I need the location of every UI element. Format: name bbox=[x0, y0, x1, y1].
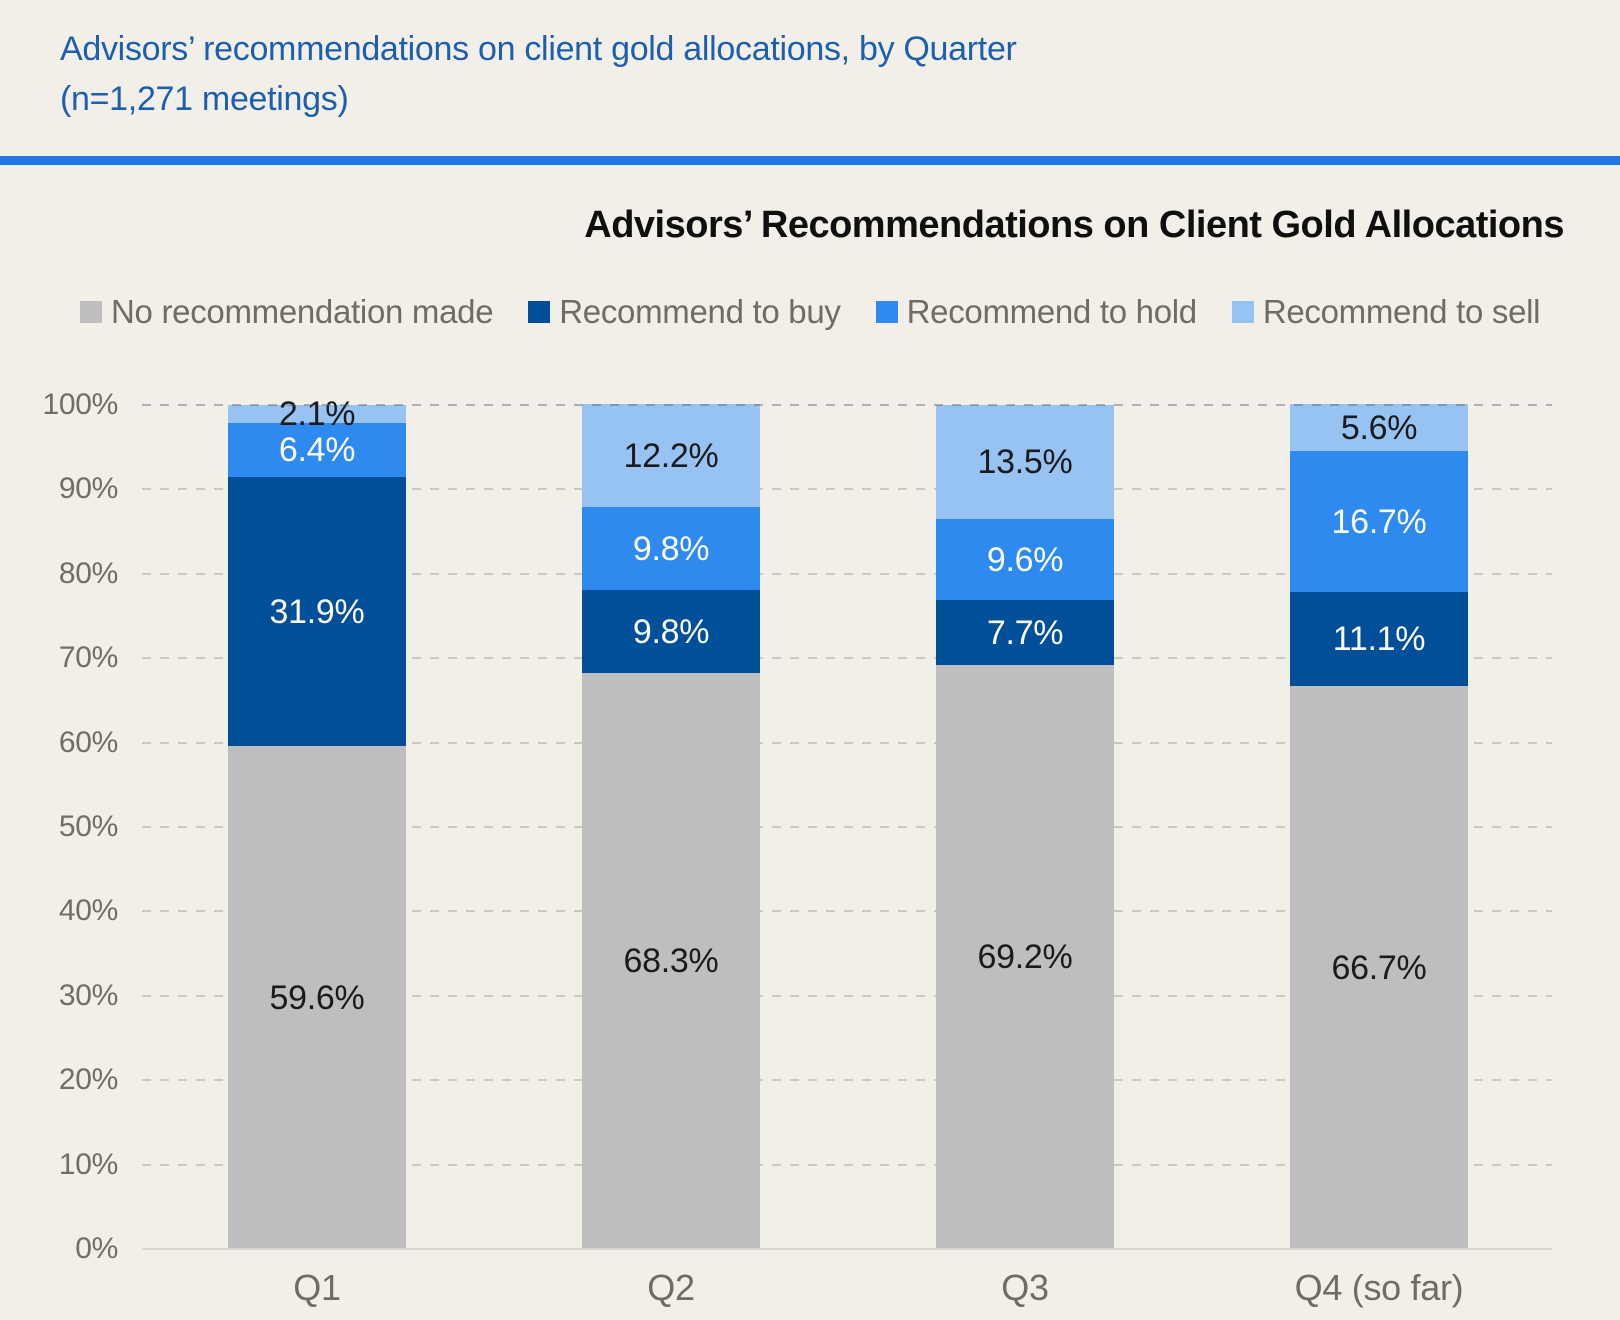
y-axis-tick-label: 10% bbox=[58, 1148, 118, 1181]
bar-segment: 7.7% bbox=[936, 600, 1114, 665]
bar-segment: 69.2% bbox=[936, 665, 1114, 1249]
legend-item: Recommend to sell bbox=[1231, 293, 1541, 331]
y-axis-tick-label: 40% bbox=[58, 894, 118, 927]
grid-line bbox=[142, 910, 1552, 912]
x-axis-tick-label: Q2 bbox=[647, 1267, 695, 1308]
bar-segment-value-label: 9.6% bbox=[986, 540, 1064, 579]
bar-segment-value-label: 59.6% bbox=[269, 978, 365, 1017]
bar-segment-value-label: 69.2% bbox=[977, 938, 1073, 976]
chart-title: Advisors’ Recommendations on Client Gold… bbox=[584, 204, 1564, 246]
bar-segment: 9.8% bbox=[582, 507, 760, 590]
x-axis-baseline bbox=[142, 1248, 1552, 1250]
bar-segment: 68.3% bbox=[582, 673, 760, 1249]
bar-segment-value-label: 11.1% bbox=[1332, 620, 1426, 658]
bar-segment-value-label: 5.6% bbox=[1340, 408, 1418, 447]
bar-q4-so-far: 66.7% 11.1% 16.7% 5.6% bbox=[1290, 404, 1468, 1249]
bar-segment: 9.8% bbox=[582, 590, 760, 673]
bar-segment-value-label: 66.7% bbox=[1331, 948, 1427, 987]
report-header-line2: (n=1,271 meetings) bbox=[60, 80, 349, 118]
x-axis-tick-label: Q1 bbox=[293, 1267, 341, 1308]
chart-legend: No recommendation made Recommend to buy Re… bbox=[80, 293, 1541, 331]
grid-line bbox=[142, 488, 1552, 490]
bar-segment-value-label: 68.3% bbox=[623, 942, 719, 980]
legend-label: No recommendation made bbox=[111, 293, 494, 330]
grid-line bbox=[142, 995, 1552, 997]
legend-swatch-icon bbox=[1231, 301, 1254, 323]
grid-line bbox=[142, 826, 1552, 828]
grid-line bbox=[142, 573, 1552, 575]
bar-segment: 66.7% bbox=[1290, 686, 1468, 1249]
y-axis-tick-label: 100% bbox=[42, 388, 118, 421]
bar-segment-value-label: 7.7% bbox=[986, 613, 1064, 652]
legend-label: Recommend to hold bbox=[906, 293, 1198, 330]
y-axis-tick-label: 50% bbox=[58, 810, 118, 843]
bar-segment-value-label: 6.4% bbox=[278, 431, 356, 469]
legend-swatch-icon bbox=[875, 301, 898, 323]
bar-segment: 59.6% bbox=[228, 746, 406, 1249]
bar-segment: 13.5% bbox=[936, 405, 1114, 519]
y-axis-tick-label: 90% bbox=[58, 472, 118, 505]
bar-segment-value-label: 9.8% bbox=[632, 529, 710, 568]
bar-segment: 12.2% bbox=[582, 404, 760, 507]
legend-item: Recommend to buy bbox=[528, 293, 841, 331]
x-axis-tick-label: Q4 (so far) bbox=[1294, 1267, 1464, 1308]
bar-segment: 9.6% bbox=[936, 519, 1114, 600]
grid-line bbox=[142, 1164, 1552, 1166]
legend-swatch-icon bbox=[80, 301, 102, 323]
legend-item: Recommend to hold bbox=[875, 293, 1198, 331]
grid-line bbox=[142, 657, 1552, 659]
bar-segment: 5.6% bbox=[1290, 404, 1468, 451]
bar-q2: 68.3% 9.8% 9.8% 12.2% bbox=[582, 404, 760, 1249]
bar-segment: 16.7% bbox=[1290, 451, 1468, 592]
y-axis-tick-label: 20% bbox=[58, 1063, 118, 1096]
y-axis-tick-label: 70% bbox=[58, 641, 118, 674]
y-axis-tick-label: 80% bbox=[58, 557, 118, 590]
bar-segment: 2.1% bbox=[228, 397, 406, 431]
report-header: Advisors’ recommendations on client gold… bbox=[60, 24, 1017, 124]
header-divider-rule bbox=[0, 156, 1620, 165]
x-axis-tick-label: Q3 bbox=[1001, 1267, 1049, 1308]
bar-q1: 59.6% 31.9% 6.4% 2.1% bbox=[228, 397, 406, 1249]
bar-segment: 6.4% bbox=[228, 423, 406, 477]
report-header-line1: Advisors’ recommendations on client gold… bbox=[60, 30, 1017, 68]
bar-segment-value-label: 13.5% bbox=[977, 443, 1073, 481]
grid-line bbox=[142, 742, 1552, 744]
bar-segment-value-label: 2.1% bbox=[278, 395, 356, 433]
bar-segment-value-label: 16.7% bbox=[1331, 502, 1427, 541]
legend-label: Recommend to sell bbox=[1262, 293, 1541, 330]
bar-q3: 69.2% 7.7% 9.6% 13.5% bbox=[936, 405, 1114, 1249]
grid-line bbox=[142, 404, 1552, 406]
stacked-bar-plot-area: 100% 90% 80% 70% 60% 50% 40% 30% 20% 10% 0% 59.6% 31… bbox=[0, 388, 1620, 1308]
bar-segment: 11.1% bbox=[1290, 592, 1468, 686]
bar-segment-value-label: 12.2% bbox=[623, 436, 719, 475]
y-axis-tick-label: 0% bbox=[75, 1232, 118, 1265]
legend-swatch-icon bbox=[528, 301, 551, 323]
y-axis-tick-label: 30% bbox=[58, 979, 118, 1012]
bar-segment-value-label: 9.8% bbox=[632, 612, 710, 651]
legend-label: Recommend to buy bbox=[559, 293, 841, 330]
bar-segment: 31.9% bbox=[228, 477, 406, 746]
grid-line bbox=[142, 1079, 1552, 1081]
legend-item: No recommendation made bbox=[80, 293, 494, 331]
y-axis-tick-label: 60% bbox=[58, 726, 118, 759]
bar-segment-value-label: 31.9% bbox=[269, 592, 365, 631]
